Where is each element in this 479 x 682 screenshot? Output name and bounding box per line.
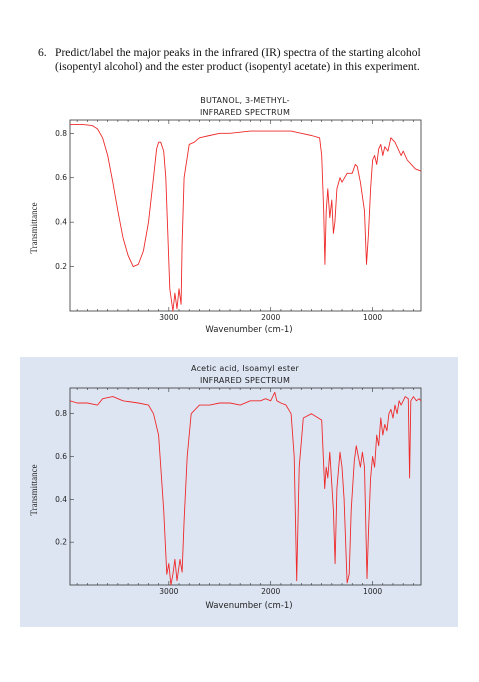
chart-1-x-tick-label: 2000 bbox=[261, 313, 280, 322]
chart-1-y-tick-label: 0.4 bbox=[55, 218, 67, 227]
chart-2-title-line2: INFRARED SPECTRUM bbox=[200, 376, 290, 385]
chart-2-y-tick-label: 0.2 bbox=[55, 538, 67, 547]
chart-1-x-tick-label: 3000 bbox=[159, 313, 178, 322]
chart-2-frame bbox=[69, 387, 422, 586]
chart-2-x-tick-label: 2000 bbox=[261, 587, 280, 596]
question-prompt: Predict/label the major peaks in the inf… bbox=[55, 46, 421, 73]
chart-1-y-tick-label: 0.6 bbox=[55, 173, 67, 182]
chart-2: Acetic acid, Isoamyl ester INFRARED SPEC… bbox=[29, 364, 422, 611]
chart-2-x-tick-label: 1000 bbox=[363, 587, 382, 596]
chart-2-y-axis-label: Transmittance bbox=[29, 464, 39, 515]
chart-1: BUTANOL, 3-METHYL- INFRARED SPECTRUM Tra… bbox=[29, 96, 422, 335]
chart-2-plot-area bbox=[69, 391, 422, 586]
chart-1-x-axis-label: Wavenumber (cm-1) bbox=[205, 325, 292, 335]
chart-2-y-tick-label: 0.8 bbox=[55, 409, 67, 418]
chart-1-title-line2: INFRARED SPECTRUM bbox=[200, 108, 290, 117]
chart-2-y-tick-label: 0.4 bbox=[55, 495, 67, 504]
chart-1-frame bbox=[69, 119, 422, 312]
chart-2-y-tick-label: 0.6 bbox=[55, 452, 67, 461]
chart-1-y-axis-label: Transmittance bbox=[29, 202, 39, 253]
chart-1-title-line1: BUTANOL, 3-METHYL- bbox=[200, 96, 289, 105]
chart-1-plot-area bbox=[70, 123, 422, 312]
chart-2-x-tick-label: 3000 bbox=[159, 587, 178, 596]
chart-2-x-axis-label: Wavenumber (cm-1) bbox=[205, 601, 292, 611]
question-number: 6. bbox=[38, 46, 47, 59]
chart-1-y-tick-label: 0.8 bbox=[55, 129, 67, 138]
question-text: 6. Predict/label the major peaks in the … bbox=[38, 46, 448, 73]
ester-spectrum-panel bbox=[20, 357, 458, 627]
chart-1-x-tick-label: 1000 bbox=[363, 313, 382, 322]
chart-1-y-tick-label: 0.2 bbox=[55, 262, 67, 271]
chart-2-title-line1: Acetic acid, Isoamyl ester bbox=[191, 364, 299, 373]
chart-1-spectrum-line bbox=[70, 123, 422, 312]
chart-1-axes: 3000 2000 1000 0.2 0.4 0.6 0.8 bbox=[55, 119, 422, 322]
chart-2-spectrum-line bbox=[69, 391, 422, 586]
chart-2-axes: 3000 2000 1000 0.2 0.4 0.6 0.8 bbox=[55, 387, 422, 596]
